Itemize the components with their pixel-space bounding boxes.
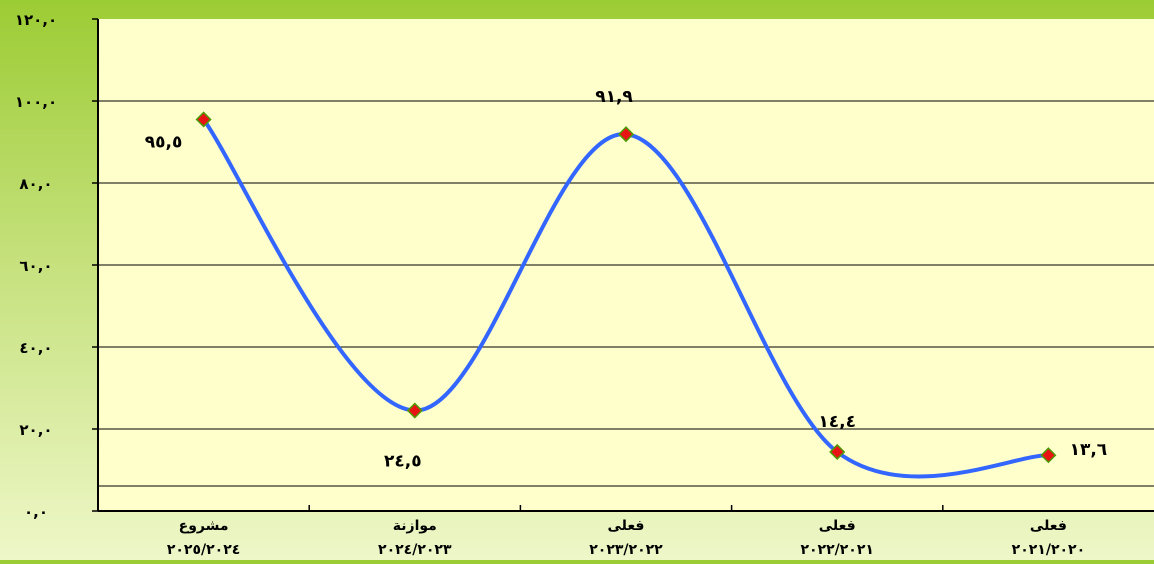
y-tick-label: ٤٠,٠ <box>19 339 52 357</box>
x-tick-label: مشروع ٢٠٢٥/٢٠٢٤ <box>167 518 240 558</box>
data-label: ٢٤,٥ <box>384 452 422 472</box>
x-tick-label: فعلى ٢٠٢٣/٢٠٢٢ <box>589 518 663 558</box>
y-tick-label: ٦٠,٠ <box>19 257 52 275</box>
data-markers <box>195 111 1057 464</box>
gridlines <box>98 100 1154 487</box>
x-tick-label-year: ٢٠٢٢/٢٠٢١ <box>800 542 873 558</box>
data-label: ٩٥,٥ <box>145 132 183 152</box>
x-tick-label: فعلى ٢٠٢١/٢٠٢٠ <box>1012 518 1085 558</box>
x-tick-label-type: مشروع <box>179 518 229 534</box>
x-tick-label-year: ٢٠٢٤/٢٠٢٣ <box>378 542 452 558</box>
data-point <box>406 402 423 419</box>
series-line <box>201 118 1049 479</box>
axes <box>92 18 1154 512</box>
data-label: ١٤,٤ <box>818 412 856 432</box>
x-tick-label-year: ٢٠٢١/٢٠٢٠ <box>1012 542 1085 558</box>
data-point <box>617 126 635 143</box>
data-point <box>829 443 846 461</box>
y-tick-labels: ٠,٠ ٢٠,٠ ٤٠,٠ ٦٠,٠ ٨٠,٠ ١٠٠,٠ ١٢٠,٠ <box>15 11 57 521</box>
y-tick-label: ١٢٠,٠ <box>15 11 57 29</box>
x-tick-label-year: ٢٠٢٥/٢٠٢٤ <box>167 542 240 558</box>
x-tick-labels: مشروع ٢٠٢٥/٢٠٢٤ موازنة ٢٠٢٤/٢٠٢٣ فعلى ٢٠٢٣/٢٠… <box>167 518 1085 558</box>
x-tick-label-type: فعلى <box>1030 518 1067 534</box>
y-tick-label: ٠,٠ <box>24 503 48 521</box>
data-point <box>195 111 212 128</box>
data-point <box>1040 447 1057 464</box>
y-tick-label: ١٠٠,٠ <box>15 93 57 111</box>
x-tick-label-type: موازنة <box>393 518 437 534</box>
y-tick-label: ٨٠,٠ <box>19 175 52 193</box>
x-tick-label: فعلى ٢٠٢٢/٢٠٢١ <box>800 518 873 558</box>
data-label: ٩١,٩ <box>595 87 633 107</box>
y-tick-label: ٢٠,٠ <box>19 421 52 439</box>
data-label: ١٣,٦ <box>1070 440 1108 460</box>
data-labels: ٩٥,٥ ٢٤,٥ ٩١,٩ ١٤,٤ ١٣,٦ <box>145 87 1107 471</box>
x-tick-label-year: ٢٠٢٣/٢٠٢٢ <box>589 542 663 558</box>
x-tick-label-type: فعلى <box>608 518 645 534</box>
x-tick-label: موازنة ٢٠٢٤/٢٠٢٣ <box>378 518 452 558</box>
x-tick-label-type: فعلى <box>819 518 856 534</box>
